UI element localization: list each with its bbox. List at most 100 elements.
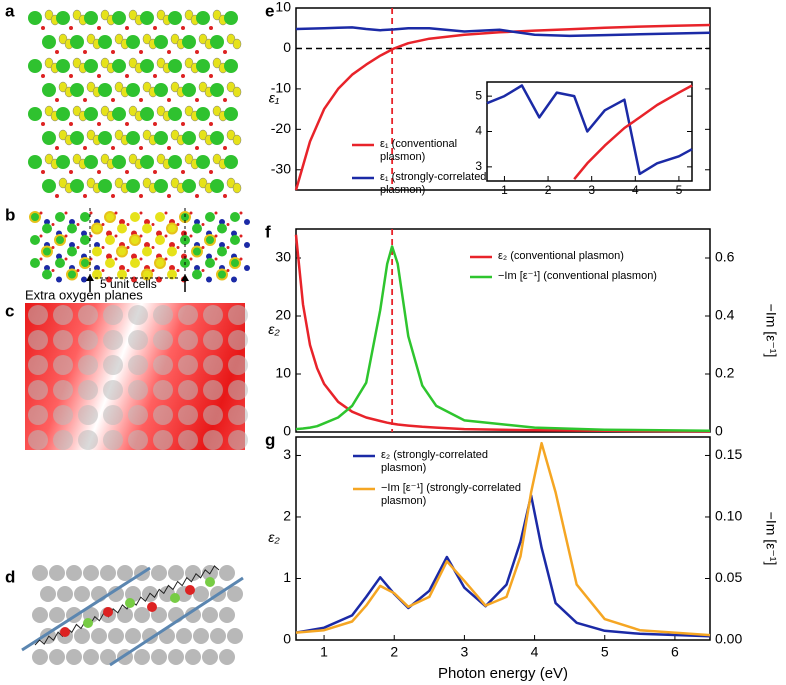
atom	[202, 607, 218, 623]
plane-line	[21, 566, 151, 652]
atom	[166, 222, 178, 235]
atom	[153, 122, 157, 126]
atom	[164, 234, 168, 238]
atom	[53, 355, 73, 375]
atom	[201, 246, 205, 249]
atom	[203, 380, 223, 400]
atom	[83, 146, 87, 150]
atom	[198, 81, 208, 93]
atom	[231, 276, 237, 283]
panel-label: f	[265, 222, 271, 241]
atom	[51, 246, 55, 249]
atom	[116, 245, 128, 258]
atom	[70, 179, 84, 193]
atom	[227, 628, 243, 644]
plot-frame	[486, 81, 693, 182]
atom	[83, 649, 99, 665]
atom	[49, 607, 65, 623]
atom	[224, 107, 238, 121]
atom	[86, 129, 96, 141]
atom	[156, 105, 166, 117]
atom	[44, 219, 50, 225]
series-line	[295, 26, 711, 38]
atom	[153, 74, 157, 78]
atom	[114, 33, 124, 45]
atom	[142, 81, 152, 93]
atom	[100, 153, 110, 165]
atom	[195, 50, 199, 54]
atom	[130, 258, 140, 268]
atom	[194, 219, 200, 225]
x-tick-label: 4	[632, 183, 639, 197]
atom	[230, 235, 240, 245]
atom	[140, 11, 154, 25]
y2-tick-label: 0.15	[715, 446, 742, 462]
atom	[83, 194, 87, 198]
atom	[203, 355, 223, 375]
atom	[178, 305, 198, 325]
atom	[28, 155, 42, 169]
y-tick-label: 30	[275, 249, 291, 265]
atom	[201, 223, 205, 226]
atom	[53, 430, 73, 450]
atom	[98, 131, 112, 145]
atom	[108, 628, 124, 644]
atom	[70, 131, 84, 145]
atom	[64, 211, 68, 215]
atom	[176, 628, 192, 644]
atom	[210, 35, 224, 49]
atom	[28, 107, 42, 121]
atom	[32, 607, 48, 623]
atom	[89, 234, 93, 238]
atom	[151, 223, 155, 226]
atom	[205, 212, 215, 222]
atom	[139, 194, 143, 198]
legend-label: ε₂ (strongly-correlated plasmon)	[381, 449, 488, 474]
atom	[228, 305, 248, 325]
atom	[212, 153, 222, 165]
legend-label: ε₁ (conventional plasmon)	[380, 138, 458, 163]
atom	[169, 265, 175, 271]
atom	[105, 235, 115, 245]
y2-tick-label: 0.10	[715, 508, 742, 524]
atom	[55, 98, 59, 102]
atom	[156, 230, 162, 237]
atom	[181, 122, 185, 126]
atom	[28, 59, 42, 73]
atom	[67, 246, 77, 257]
charge	[185, 585, 195, 595]
atom	[111, 194, 115, 198]
atom	[196, 11, 210, 25]
atom	[41, 74, 45, 78]
atom	[239, 257, 243, 261]
atom	[176, 223, 180, 226]
atom	[155, 235, 165, 245]
atom	[154, 83, 168, 97]
series-line	[573, 84, 693, 180]
arrow-head	[181, 274, 189, 281]
atom	[167, 50, 171, 54]
legend-label: −Im [ε⁻¹] (conventional plasmon)	[498, 270, 657, 282]
atom	[51, 269, 55, 272]
atom	[117, 223, 127, 234]
atom	[114, 211, 118, 215]
atom	[219, 649, 235, 665]
atom	[128, 430, 148, 450]
atom	[167, 146, 171, 150]
atom	[198, 33, 208, 45]
atom	[101, 269, 105, 272]
atom	[98, 179, 112, 193]
atom	[126, 131, 140, 145]
atom	[139, 50, 143, 54]
atom	[226, 177, 236, 189]
atom	[69, 170, 73, 174]
atom	[209, 122, 213, 126]
atom	[56, 253, 62, 260]
atom	[144, 242, 150, 248]
atom	[44, 57, 54, 69]
x-tick-label: 2	[390, 644, 398, 660]
atom	[125, 74, 129, 78]
atom	[154, 35, 168, 49]
atom	[42, 35, 56, 49]
panel-label: c	[5, 301, 14, 320]
